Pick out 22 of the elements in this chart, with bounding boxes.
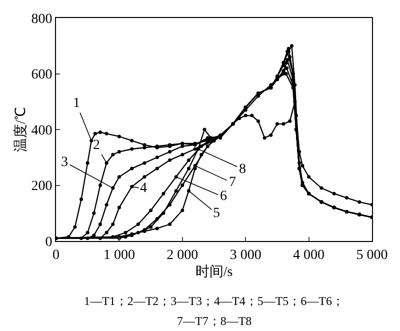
- y-tick-label: 0: [45, 234, 52, 250]
- annotation: 5: [213, 206, 220, 221]
- x-axis-title: 时间/s: [195, 264, 233, 280]
- x-tick-label: 4 000: [293, 248, 325, 263]
- annotation: 4: [140, 181, 147, 196]
- x-tick-label: 3 000: [230, 248, 262, 263]
- y-tick-label: 400: [31, 123, 52, 138]
- x-tick-label: 2 000: [166, 248, 198, 263]
- y-axis-title: 温度/℃: [12, 107, 29, 152]
- y-tick-label: 200: [31, 179, 52, 194]
- annotation: 2: [93, 138, 100, 153]
- annotation: 3: [61, 155, 68, 170]
- y-tick-label: 600: [31, 68, 52, 83]
- annotation: 6: [220, 189, 227, 204]
- x-tick-label: 1 000: [103, 248, 135, 263]
- annotation: 8: [239, 162, 246, 177]
- text: 7—T7；8—T8: [177, 314, 252, 328]
- x-tick-label: 5 000: [356, 248, 388, 263]
- y-tick-label: 800: [31, 12, 52, 27]
- text: 1—T1；2—T2；3—T3；4—T4；5—T5；6—T6；: [84, 294, 344, 308]
- annotation: 1: [73, 96, 80, 111]
- annotation: 7: [229, 175, 236, 190]
